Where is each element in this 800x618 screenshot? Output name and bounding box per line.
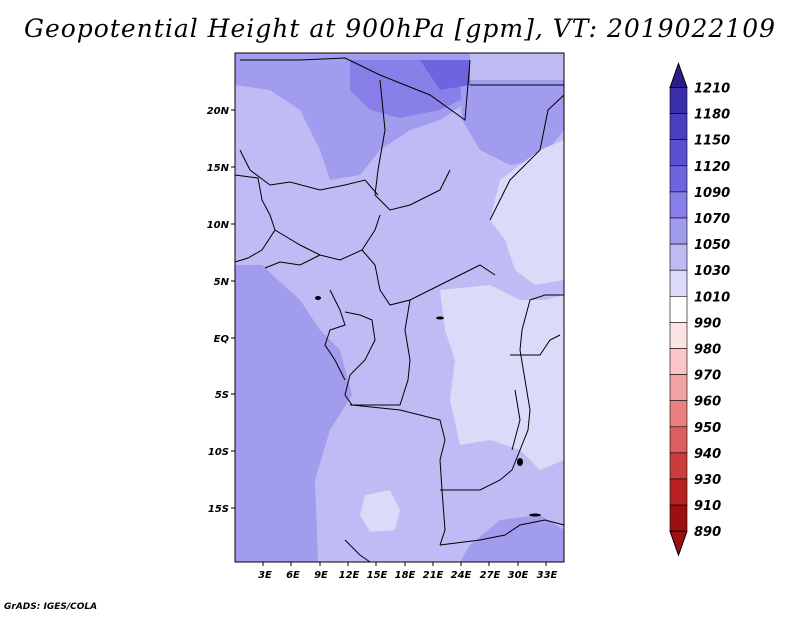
map-frame — [234, 52, 565, 563]
lon-label-6e: 6E — [286, 570, 300, 581]
colorbar-label: 960 — [694, 395, 721, 410]
lon-label-33e: 33E — [537, 570, 558, 581]
lat-label-15n: 15N — [207, 163, 230, 174]
colorbar-top-triangle — [669, 62, 688, 88]
field-east-north-1010 — [490, 140, 564, 285]
colorbar-segment — [669, 165, 688, 193]
colorbar-label: 940 — [694, 447, 721, 462]
colorbar-label: 1120 — [694, 160, 730, 175]
colorbar-segment — [669, 87, 688, 114]
colorbar-segment — [669, 191, 688, 219]
lon-label-18e: 18E — [395, 570, 416, 581]
colorbar-segment — [669, 478, 688, 506]
colorbar-label: 890 — [694, 525, 721, 540]
colorbar-label: 1030 — [694, 264, 730, 279]
lon-label-24e: 24E — [451, 570, 472, 581]
colorbar-label: 1050 — [694, 238, 730, 253]
field-southwest-1050 — [235, 520, 315, 562]
colorbar-segment — [669, 217, 688, 245]
field-east-1010 — [440, 285, 564, 470]
colorbar-label: 1010 — [694, 290, 730, 305]
colorbar-label: 1150 — [694, 134, 730, 149]
lat-label-5n: 5N — [214, 277, 230, 288]
colorbar-segment — [669, 243, 688, 271]
lat-ticks — [231, 109, 235, 509]
country-borders — [234, 57, 565, 563]
colorbar-label: 1210 — [694, 82, 730, 97]
lat-label-eq: EQ — [214, 334, 230, 345]
lon-ticks — [262, 562, 547, 566]
grads-credit: GrADS: IGES/COLA — [4, 602, 98, 612]
colorbar-label: 1070 — [694, 212, 730, 227]
colorbar-segment — [669, 348, 688, 375]
field-northeast-1050 — [460, 80, 564, 165]
field-southeast-1050 — [460, 515, 564, 562]
lon-label-30e: 30E — [508, 570, 529, 581]
lon-label-21e: 21E — [423, 570, 444, 581]
colorbar-label: 1180 — [694, 108, 730, 123]
lon-labels: 3E 6E 9E 12E 15E 18E 21E 24E 27E 30E 33E — [258, 570, 557, 581]
colorbar-segment — [669, 295, 688, 323]
lat-label-15s: 15S — [208, 504, 229, 515]
colorbar-label: 910 — [694, 499, 721, 514]
lat-labels: 20N 15N 10N 5N EQ 5S 10S 15S — [207, 106, 230, 515]
colorbar-segment — [669, 374, 688, 402]
colorbar-segment — [669, 322, 688, 349]
lat-label-10s: 10S — [208, 447, 229, 458]
field-ocean-1050 — [235, 265, 352, 562]
lon-label-12e: 12E — [339, 570, 360, 581]
colorbar-segment — [669, 400, 688, 428]
colorbar-segment — [669, 504, 688, 532]
colorbar-label: 990 — [694, 316, 721, 331]
field-south-1010 — [360, 490, 400, 532]
colorbar-bottom-triangle — [669, 530, 688, 557]
colorbar-segment — [669, 452, 688, 480]
lon-label-3e: 3E — [258, 570, 272, 581]
lon-label-9e: 9E — [314, 570, 328, 581]
colorbar-segment — [669, 426, 688, 454]
field-north-1090 — [420, 60, 470, 90]
colorbar-segment — [669, 139, 688, 167]
lat-label-10n: 10N — [207, 220, 230, 231]
colorbar-label: 970 — [694, 369, 721, 384]
colorbar-label: 950 — [694, 421, 721, 436]
lon-label-15e: 15E — [367, 570, 388, 581]
lat-label-20n: 20N — [207, 106, 230, 117]
colorbar-segment — [669, 113, 688, 140]
colorbar-label: 930 — [694, 473, 721, 488]
map-title: Geopotential Height at 900hPa [gpm], VT:… — [23, 14, 777, 43]
lat-label-5s: 5S — [215, 390, 229, 401]
colorbar-label: 1090 — [694, 186, 730, 201]
colorbar-label: 980 — [694, 343, 721, 358]
colorbar-segment — [669, 269, 688, 297]
lon-label-27e: 27E — [480, 570, 501, 581]
height-field — [235, 53, 564, 562]
lake-outlines — [315, 296, 541, 517]
colorbar: 1210 1180 1150 1120 1090 1070 1050 1030 1010 990 9… — [669, 62, 730, 557]
